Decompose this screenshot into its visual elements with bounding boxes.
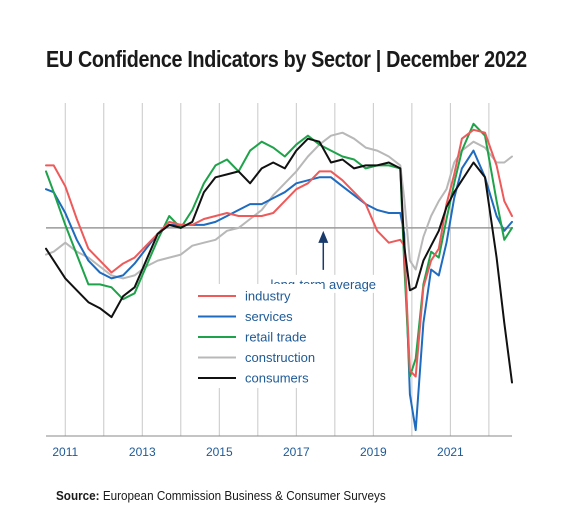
legend-label-services: services [245,309,293,324]
x-tick-label-2021: 2021 [437,445,464,459]
x-axis-tick-labels: 2011 2013 2015 2017 2019 2021 [52,445,464,459]
legend: industry services retail trade construction… [192,284,322,388]
series-line-industry [45,128,513,378]
series-layer [45,122,513,432]
series-line-retail-trade [45,122,513,378]
series-line-services [45,149,513,432]
legend-label-consumers: consumers [245,371,309,386]
x-tick-label-2013: 2013 [129,445,156,459]
x-tick-label-2019: 2019 [360,445,387,459]
source-label: Source: [56,488,100,503]
annotation-arrow-head [318,230,329,243]
legend-label-industry: industry [245,289,291,304]
series-line-construction [45,131,513,280]
source-note: Source: European Commission Business & C… [56,488,386,503]
x-tick-label-2015: 2015 [206,445,233,459]
series-line-consumers [45,137,513,384]
legend-label-construction: construction [245,350,315,365]
x-tick-label-2017: 2017 [283,445,310,459]
x-tick-label-2011: 2011 [52,445,78,459]
chart-title: EU Confidence Indicators by Sector | Dec… [46,46,527,72]
source-text: European Commission Business & Consumer … [102,488,386,503]
legend-label-retail-trade: retail trade [245,330,306,345]
